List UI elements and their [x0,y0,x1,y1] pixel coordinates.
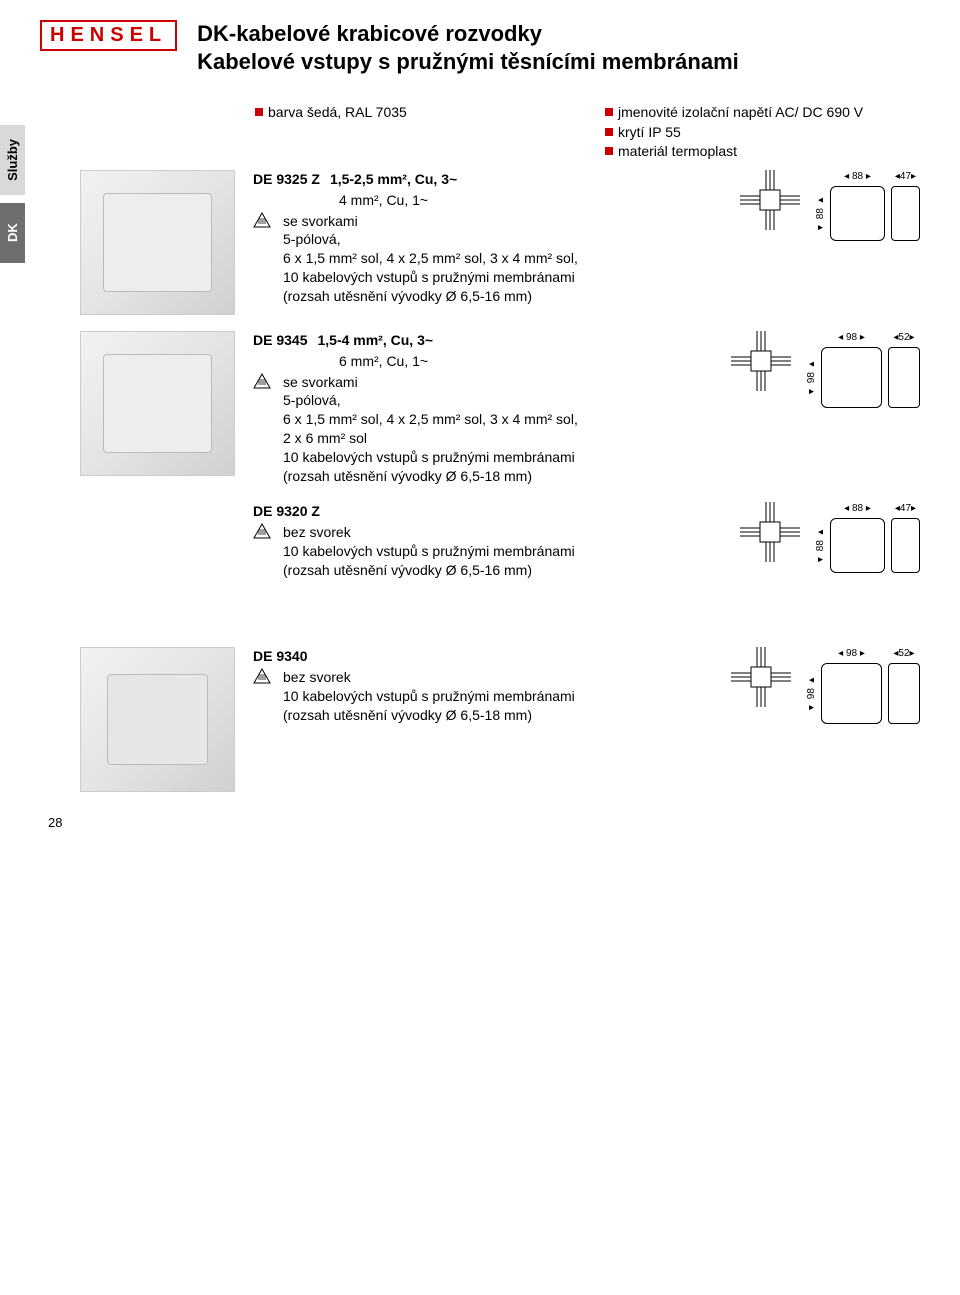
bullet-square-icon [605,147,613,155]
schematic-icon [731,331,791,391]
warning-icon [253,212,271,233]
product-row: DE 9325 Z 1,5-2,5 mm², Cu, 3~ 4 mm², Cu, 1… [80,170,920,315]
dimension-drawing: ◂ 88 ▸ ◂ 88 ▸ ◂47▸ [814,502,920,573]
note-line: barva šedá, RAL 7035 [255,103,535,123]
note-line: krytí IP 55 [605,123,863,143]
note-line: materiál termoplast [605,142,863,162]
product-subheadline: 6 mm², Cu, 1~ [339,352,713,371]
product-headline: 1,5-4 mm², Cu, 3~ [317,331,433,350]
warning-icon [253,373,271,394]
product-code: DE 9340 [253,647,307,666]
bullet-square-icon [605,108,613,116]
dimension-drawing: ◂ 98 ▸ ◂ 98 ▸ ◂52▸ [805,331,920,408]
page-number: 28 [48,815,62,830]
product-info: DE 9340 bez svorek10 kabelových vstupů s… [253,647,713,725]
product-code: DE 9345 [253,331,307,350]
brand-logo: HENSEL [40,20,177,51]
title-line-1: DK-kabelové krabicové rozvodky [197,21,542,46]
product-code: DE 9325 Z [253,170,320,189]
note-line: jmenovité izolační napětí AC/ DC 690 V [605,103,863,123]
product-description: bez svorek10 kabelových vstupů s pružným… [283,523,722,580]
warning-icon [253,668,271,689]
page-header: HENSEL DK-kabelové krabicové rozvodky Ka… [40,20,920,75]
product-info: DE 9320 Z bez svorek10 kabelových vstupů… [253,502,722,580]
schematic-icon [740,170,800,230]
product-headline: 1,5-2,5 mm², Cu, 3~ [330,170,457,189]
product-description: se svorkami5-pólová,6 x 1,5 mm² sol, 4 x… [283,373,713,486]
product-description: se svorkami5-pólová,6 x 1,5 mm² sol, 4 x… [283,212,722,306]
page-title: DK-kabelové krabicové rozvodky Kabelové … [197,20,920,75]
dimension-drawing: ◂ 98 ▸ ◂ 98 ▸ ◂52▸ [805,647,920,724]
product-photo [80,170,235,315]
bullet-square-icon [255,108,263,116]
product-row: DE 9320 Z bez svorek10 kabelových vstupů… [80,502,920,597]
bullet-square-icon [605,128,613,136]
schematic-icon [731,647,791,707]
side-tab: DK [0,203,25,263]
product-subheadline: 4 mm², Cu, 1~ [339,191,722,210]
schematic-icon [740,502,800,562]
title-line-2: Kabelové vstupy s pružnými těsnícími mem… [197,49,739,74]
top-notes-row: barva šedá, RAL 7035 jmenovité izolační … [80,103,920,162]
side-tab: Služby [0,125,25,195]
product-info: DE 9345 1,5-4 mm², Cu, 3~ 6 mm², Cu, 1~ se… [253,331,713,486]
product-info: DE 9325 Z 1,5-2,5 mm², Cu, 3~ 4 mm², Cu, 1… [253,170,722,306]
warning-icon [253,523,271,544]
product-photo [80,331,235,476]
product-description: bez svorek10 kabelových vstupů s pružným… [283,668,713,725]
product-photo [80,647,235,792]
product-row: DE 9340 bez svorek10 kabelových vstupů s… [80,647,920,792]
product-code: DE 9320 Z [253,502,320,521]
dimension-drawing: ◂ 88 ▸ ◂ 88 ▸ ◂47▸ [814,170,920,241]
product-row: DE 9345 1,5-4 mm², Cu, 3~ 6 mm², Cu, 1~ se… [80,331,920,486]
